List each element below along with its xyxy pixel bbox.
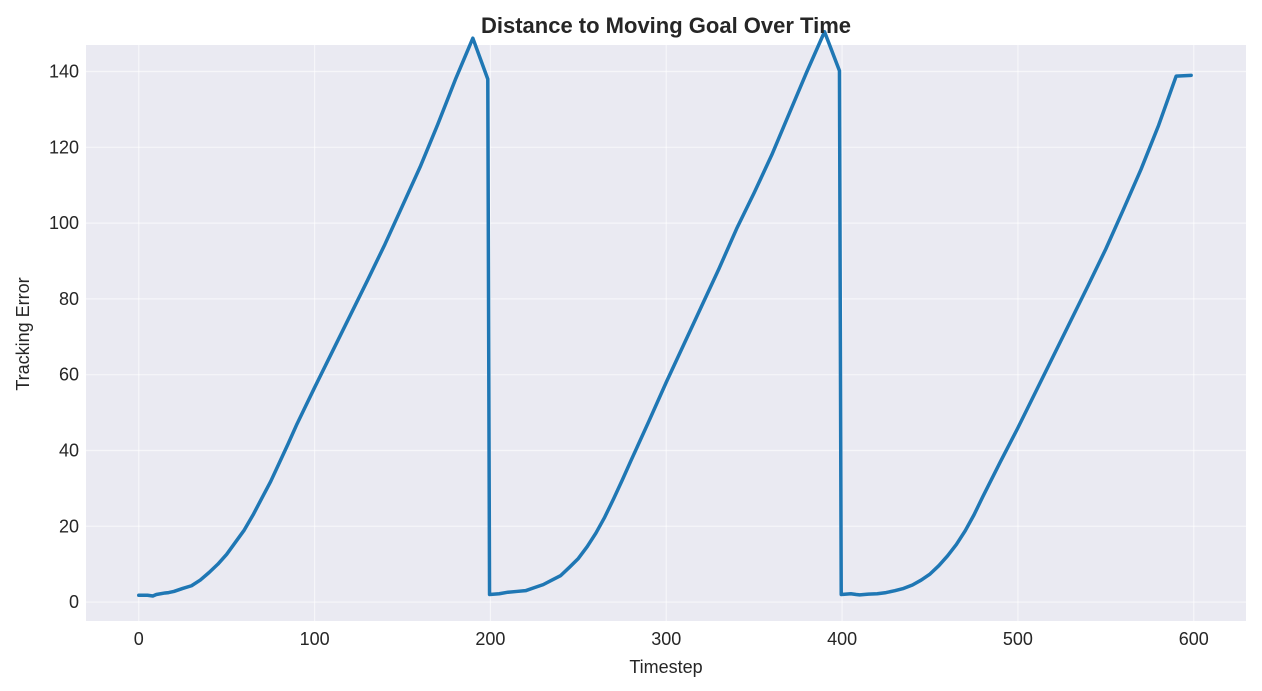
x-tick-label: 400	[827, 629, 857, 649]
y-tick-label: 20	[59, 516, 79, 536]
chart-title: Distance to Moving Goal Over Time	[481, 13, 851, 38]
x-tick-label: 200	[475, 629, 505, 649]
y-tick-label: 140	[49, 62, 79, 82]
series-line	[137, 29, 1193, 598]
y-tick-label: 40	[59, 440, 79, 460]
x-tick-label: 600	[1179, 629, 1209, 649]
y-tick-labels: 0 20 40 60 80 100 120 140	[49, 62, 79, 613]
series-group	[137, 29, 1193, 598]
y-tick-label: 100	[49, 213, 79, 233]
x-tick-label: 500	[1003, 629, 1033, 649]
x-tick-labels: 0 100 200 300 400 500 600	[134, 629, 1209, 649]
x-gridlines	[138, 45, 1195, 621]
x-axis-label: Timestep	[629, 657, 702, 677]
x-tick-label: 300	[651, 629, 681, 649]
y-tick-label: 0	[69, 592, 79, 612]
y-tick-label: 120	[49, 137, 79, 157]
x-tick-label: 0	[134, 629, 144, 649]
y-tick-label: 80	[59, 289, 79, 309]
y-tick-label: 60	[59, 365, 79, 385]
y-gridlines	[86, 70, 1246, 603]
y-axis-label: Tracking Error	[13, 277, 33, 390]
x-tick-label: 100	[300, 629, 330, 649]
